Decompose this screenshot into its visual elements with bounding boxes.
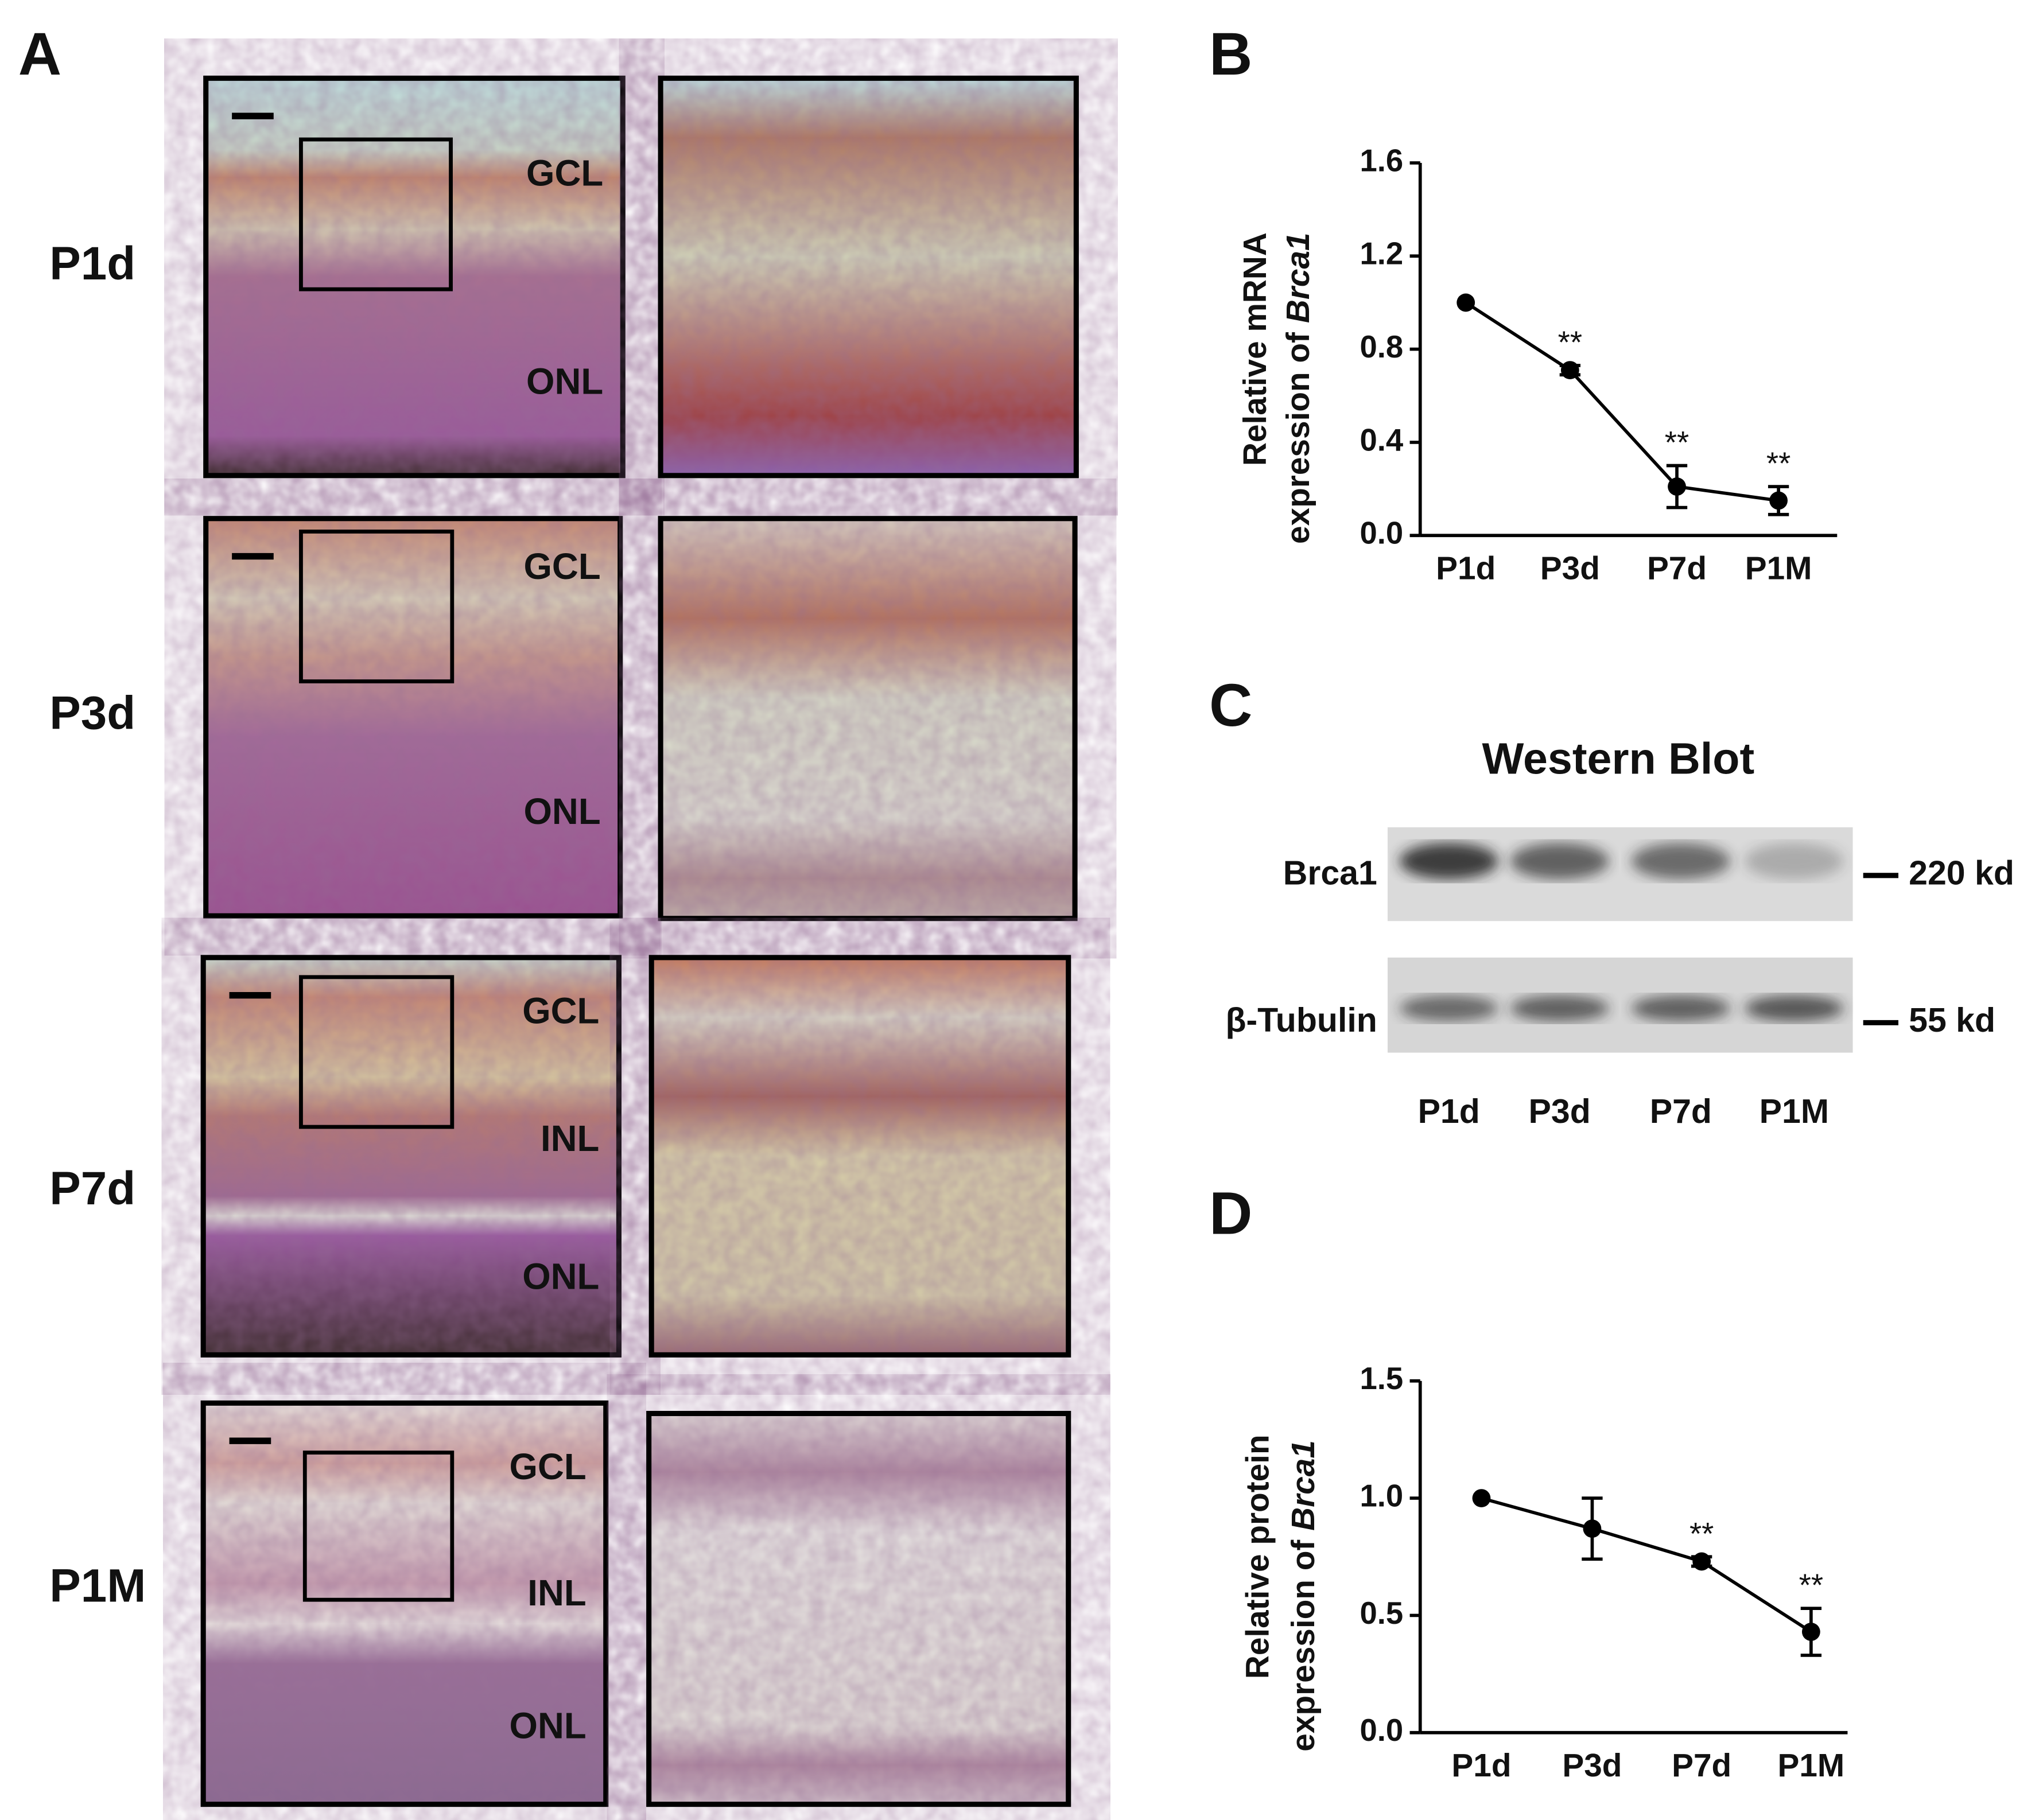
inset-box — [299, 137, 453, 291]
layer-label: GCL — [522, 990, 599, 1031]
frame — [203, 516, 623, 919]
texture — [661, 78, 1077, 476]
y-tick-label: 0.0 — [1360, 1713, 1403, 1748]
x-tick-label: P1M — [1778, 1748, 1845, 1784]
blot-title: Western Blot — [1482, 734, 1755, 784]
frame — [648, 955, 1071, 1358]
data-point — [1769, 491, 1788, 510]
band-label: Brca1 — [1283, 854, 1377, 892]
y-axis-label-gene: Brca1 — [1280, 232, 1316, 323]
frame — [658, 75, 1079, 479]
y-tick-label: 0.4 — [1360, 422, 1403, 457]
blot-band — [1745, 843, 1844, 880]
x-tick-label: P3d — [1562, 1748, 1622, 1784]
panel-label: D — [1209, 1180, 1252, 1247]
y-axis-label-line: expression of — [1280, 332, 1316, 544]
frame — [646, 1410, 1071, 1807]
blot-band — [1399, 843, 1498, 880]
layer-label: GCL — [526, 153, 603, 193]
texture — [203, 957, 619, 1355]
lane-label: P7d — [1650, 1092, 1712, 1130]
blot-band — [1399, 995, 1498, 1022]
western-blot-panel: Western Blot Brca1 220 kd β-Tubulin 55 kd P1d… — [1225, 734, 2014, 1130]
y-tick-label: 0.5 — [1360, 1596, 1403, 1631]
data-point — [1472, 1489, 1491, 1507]
x-tick-label: P1d — [1436, 551, 1496, 587]
blot-band — [1631, 995, 1731, 1022]
blot-band — [1631, 843, 1731, 880]
data-point — [1583, 1519, 1602, 1538]
texture — [205, 78, 623, 476]
row-label: P1d — [49, 238, 135, 290]
y-axis-label-line: Relative mRNA — [1237, 232, 1273, 466]
y-axis-label-line: Relative protein — [1240, 1434, 1276, 1679]
significance-mark: ** — [1766, 446, 1790, 481]
layer-label: INL — [541, 1118, 599, 1159]
inset-box — [299, 530, 455, 683]
y-axis-label: Relative protein expression of Brca1 — [1240, 1434, 1321, 1751]
panel-label: B — [1209, 21, 1252, 88]
data-point — [1801, 1623, 1820, 1641]
significance-mark: ** — [1799, 1568, 1823, 1603]
histology-panel: P1d GCL ONL P3d GCL ONL P7d GCL INL ONL P1M GCL INL O… — [49, 75, 1079, 1807]
blot-band — [1510, 843, 1609, 880]
y-tick-label: 1.0 — [1360, 1478, 1403, 1513]
band-size: 55 kd — [1909, 1001, 1995, 1039]
x-tick-label: P7d — [1672, 1748, 1731, 1784]
frame — [658, 516, 1078, 921]
y-tick-label: 0.0 — [1360, 516, 1403, 551]
lane-label: P3d — [1529, 1092, 1591, 1130]
layer-label: ONL — [522, 1256, 599, 1297]
texture — [651, 957, 1069, 1355]
x-tick-label: P7d — [1647, 551, 1707, 587]
texture — [661, 518, 1075, 919]
layer-label: GCL — [523, 546, 600, 587]
y-tick-label: 1.5 — [1360, 1361, 1403, 1396]
x-tick-label: P3d — [1540, 551, 1600, 587]
layer-label: INL — [527, 1573, 586, 1613]
significance-mark: ** — [1665, 425, 1689, 460]
y-tick-label: 1.6 — [1360, 143, 1403, 178]
layer-label: ONL — [523, 791, 600, 832]
row-label: P7d — [49, 1162, 135, 1215]
panel-label: A — [18, 21, 61, 88]
band-label: β-Tubulin — [1225, 1001, 1377, 1039]
lane-label: P1M — [1760, 1092, 1829, 1130]
frame — [200, 1400, 609, 1807]
frame — [200, 955, 622, 1358]
significance-mark: ** — [1689, 1516, 1714, 1551]
inset-box — [302, 1450, 455, 1602]
layer-label: ONL — [510, 1706, 587, 1747]
data-line — [1481, 1496, 1812, 1634]
significance-mark: ** — [1558, 325, 1582, 360]
texture — [203, 1403, 606, 1805]
lane-label: P1d — [1418, 1092, 1480, 1130]
band-size: 220 kd — [1909, 854, 2014, 892]
texture — [205, 518, 620, 916]
data-line — [1465, 301, 1779, 503]
data-point — [1668, 477, 1686, 496]
row-label: P1M — [49, 1560, 146, 1612]
data-point — [1456, 293, 1475, 312]
x-tick-label: P1M — [1745, 551, 1812, 587]
inset-box — [299, 975, 455, 1129]
panel-label: C — [1209, 672, 1252, 739]
y-tick-label: 0.8 — [1360, 329, 1403, 364]
blot-band — [1745, 995, 1844, 1022]
layer-label: GCL — [510, 1446, 587, 1487]
y-axis-label: Relative mRNA expression of Brca1 — [1237, 232, 1316, 544]
x-tick-label: P1d — [1451, 1748, 1511, 1784]
row-label: P3d — [49, 687, 135, 739]
frame — [203, 75, 626, 479]
blot-band — [1510, 995, 1609, 1022]
data-point — [1692, 1552, 1711, 1571]
layer-label: ONL — [526, 361, 603, 402]
data-point — [1560, 361, 1579, 380]
texture — [648, 1413, 1069, 1805]
y-axis-label-line: expression of — [1285, 1539, 1322, 1752]
y-axis-label-gene: Brca1 — [1285, 1440, 1322, 1531]
y-tick-label: 1.2 — [1360, 236, 1403, 271]
